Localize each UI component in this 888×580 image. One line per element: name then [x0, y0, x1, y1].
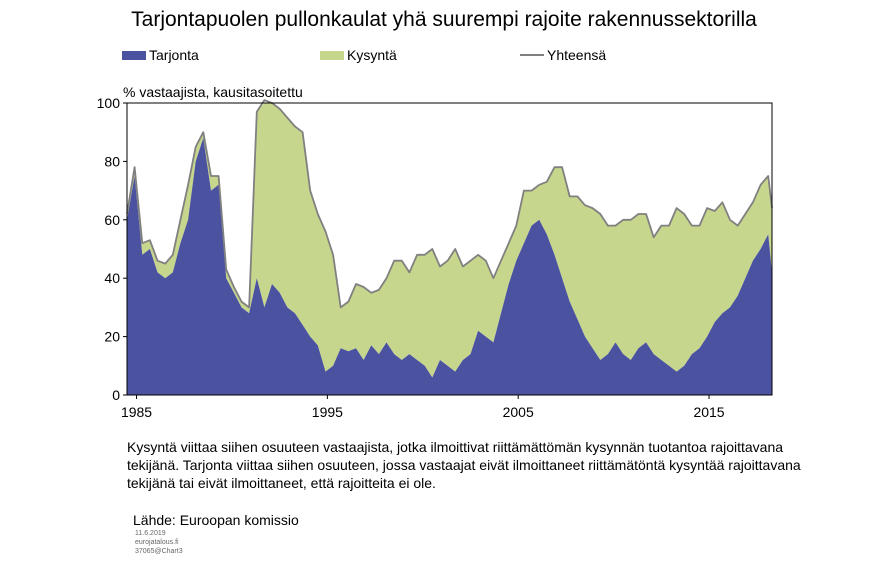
legend-item-yhteensa: Yhteensä — [520, 47, 606, 63]
plot-frame — [126, 102, 773, 396]
footer-site: eurojatalous.fi — [135, 539, 179, 546]
y-tick-label: 20 — [104, 329, 120, 345]
y-tick-label: 60 — [104, 212, 120, 228]
legend-label-tarjonta: Tarjonta — [149, 47, 199, 63]
area-kysynta — [127, 103, 772, 378]
x-tick-label: 2005 — [503, 404, 534, 420]
legend-item-tarjonta: Tarjonta — [122, 47, 199, 63]
x-tick-label: 1985 — [121, 404, 152, 420]
y-tick-label: 0 — [112, 387, 120, 403]
source-text: Lähde: Euroopan komissio — [133, 512, 299, 528]
chart-title: Tarjontapuolen pullonkaulat yhä suurempi… — [131, 8, 757, 31]
x-tick-label: 1995 — [312, 404, 343, 420]
legend-item-kysynta: Kysyntä — [320, 47, 397, 63]
legend-label-yhteensa: Yhteensä — [547, 47, 607, 63]
plot-area: 0 20 40 60 80 100 1985 1995 2005 2015 — [97, 95, 773, 420]
line-yhteensa — [126, 99, 773, 309]
legend-swatch-yhteensa — [520, 54, 544, 56]
legend-swatch-kysynta — [320, 50, 344, 60]
y-tick-label: 80 — [104, 153, 120, 169]
x-tick-label: 2015 — [693, 404, 724, 420]
y-tick-label: 100 — [97, 95, 121, 111]
y-tick-label: 40 — [104, 270, 120, 286]
footer-date: 11.6.2019 — [135, 530, 166, 537]
chart-note: Kysyntä viittaa siihen osuuteen vastaaji… — [127, 439, 801, 491]
legend-label-kysynta: Kysyntä — [347, 47, 397, 63]
y-axis-label: % vastaajista, kausitasoitettu — [123, 84, 303, 100]
area-tarjonta — [127, 138, 772, 395]
legend-swatch-tarjonta — [122, 50, 146, 60]
footer-id: 37065@Chart3 — [135, 548, 183, 555]
